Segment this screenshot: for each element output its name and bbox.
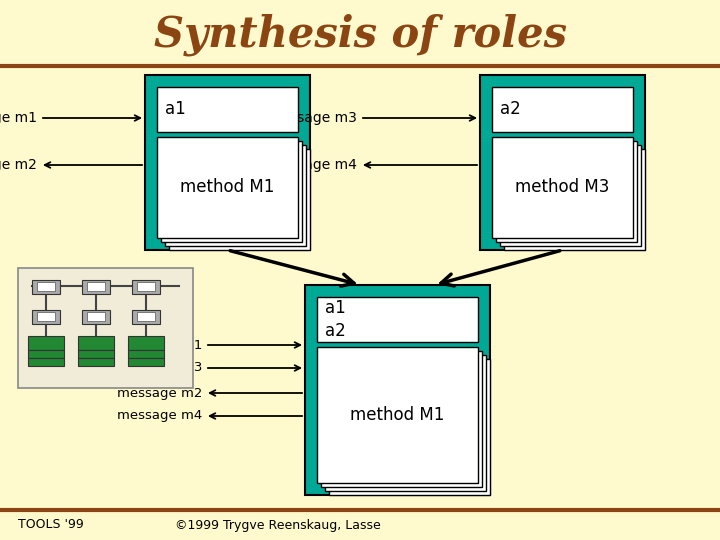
Text: method M1: method M1 [351,406,445,424]
Bar [169,149,310,250]
Text: message m2: message m2 [117,387,202,400]
Bar [329,359,490,495]
Bar [78,350,114,358]
Bar [157,87,298,132]
Bar [82,280,110,294]
Bar [305,285,490,495]
Bar [317,297,478,342]
Bar [492,137,633,238]
Bar [28,358,64,366]
Bar [161,141,302,242]
Bar [128,358,164,366]
Bar [32,310,60,324]
Bar [325,355,486,491]
Bar [165,145,306,246]
Text: a1
a2: a1 a2 [325,299,346,340]
Bar [492,87,633,132]
Text: method M3: method M3 [516,179,610,197]
Bar [32,280,60,294]
Bar [132,310,160,324]
Text: message m4: message m4 [117,409,202,422]
Text: message m2: message m2 [0,158,37,172]
Bar [321,351,482,487]
Text: message m1: message m1 [0,111,37,125]
Bar [87,282,105,291]
Bar [128,350,164,358]
Text: ©1999 Trygve Reenskaug, Lasse: ©1999 Trygve Reenskaug, Lasse [175,518,381,531]
Text: method M1: method M1 [180,179,275,197]
Bar [87,312,105,321]
Text: message m3: message m3 [268,111,357,125]
Bar [137,312,155,321]
Bar [28,336,64,350]
Bar [504,149,645,250]
Text: TOOLS '99: TOOLS '99 [18,518,84,531]
Bar [145,75,310,250]
Bar [78,336,114,350]
Bar [480,75,645,250]
Bar [128,336,164,350]
Bar [18,268,193,388]
Bar [82,310,110,324]
Bar [37,312,55,321]
Bar [157,137,298,238]
Bar [496,141,637,242]
Bar [28,350,64,358]
Bar [500,145,641,246]
Text: Synthesis of roles: Synthesis of roles [153,14,567,56]
Bar [132,280,160,294]
Bar [137,282,155,291]
Text: a1: a1 [165,100,186,118]
Bar [78,358,114,366]
Text: message m4: message m4 [268,158,357,172]
Text: a2: a2 [500,100,521,118]
Bar [37,282,55,291]
Bar [317,347,478,483]
Text: message m3: message m3 [117,361,202,375]
Text: message m1: message m1 [117,339,202,352]
